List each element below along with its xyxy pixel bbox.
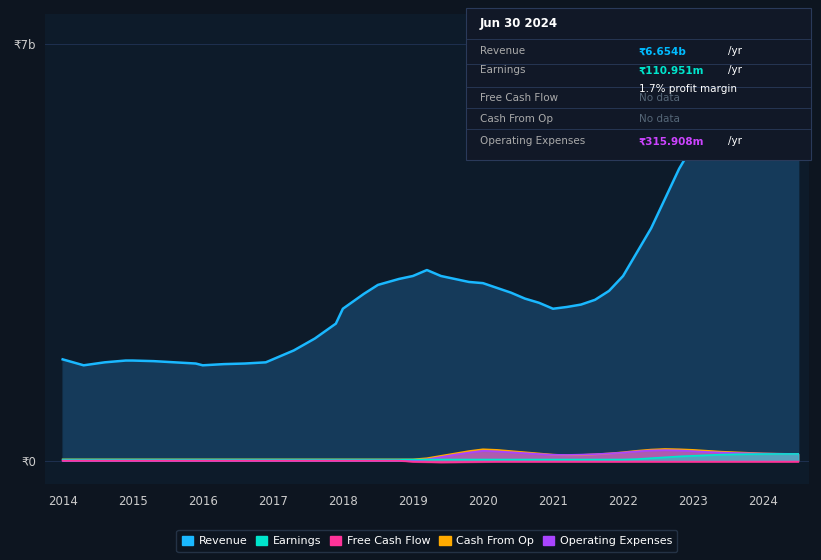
Text: /yr: /yr xyxy=(728,66,742,76)
Text: /yr: /yr xyxy=(728,137,742,147)
Text: ₹6.654b: ₹6.654b xyxy=(639,46,686,57)
Text: Cash From Op: Cash From Op xyxy=(480,114,553,124)
Text: 1.7% profit margin: 1.7% profit margin xyxy=(639,83,736,94)
Text: No data: No data xyxy=(639,114,680,124)
Text: Free Cash Flow: Free Cash Flow xyxy=(480,92,558,102)
Text: ₹315.908m: ₹315.908m xyxy=(639,137,704,147)
Text: Operating Expenses: Operating Expenses xyxy=(480,137,585,147)
Text: Jun 30 2024: Jun 30 2024 xyxy=(480,17,558,30)
Text: /yr: /yr xyxy=(728,46,742,57)
Text: Revenue: Revenue xyxy=(480,46,525,57)
Text: Earnings: Earnings xyxy=(480,66,525,76)
Text: No data: No data xyxy=(639,92,680,102)
Text: ₹110.951m: ₹110.951m xyxy=(639,66,704,76)
Legend: Revenue, Earnings, Free Cash Flow, Cash From Op, Operating Expenses: Revenue, Earnings, Free Cash Flow, Cash … xyxy=(177,530,677,552)
